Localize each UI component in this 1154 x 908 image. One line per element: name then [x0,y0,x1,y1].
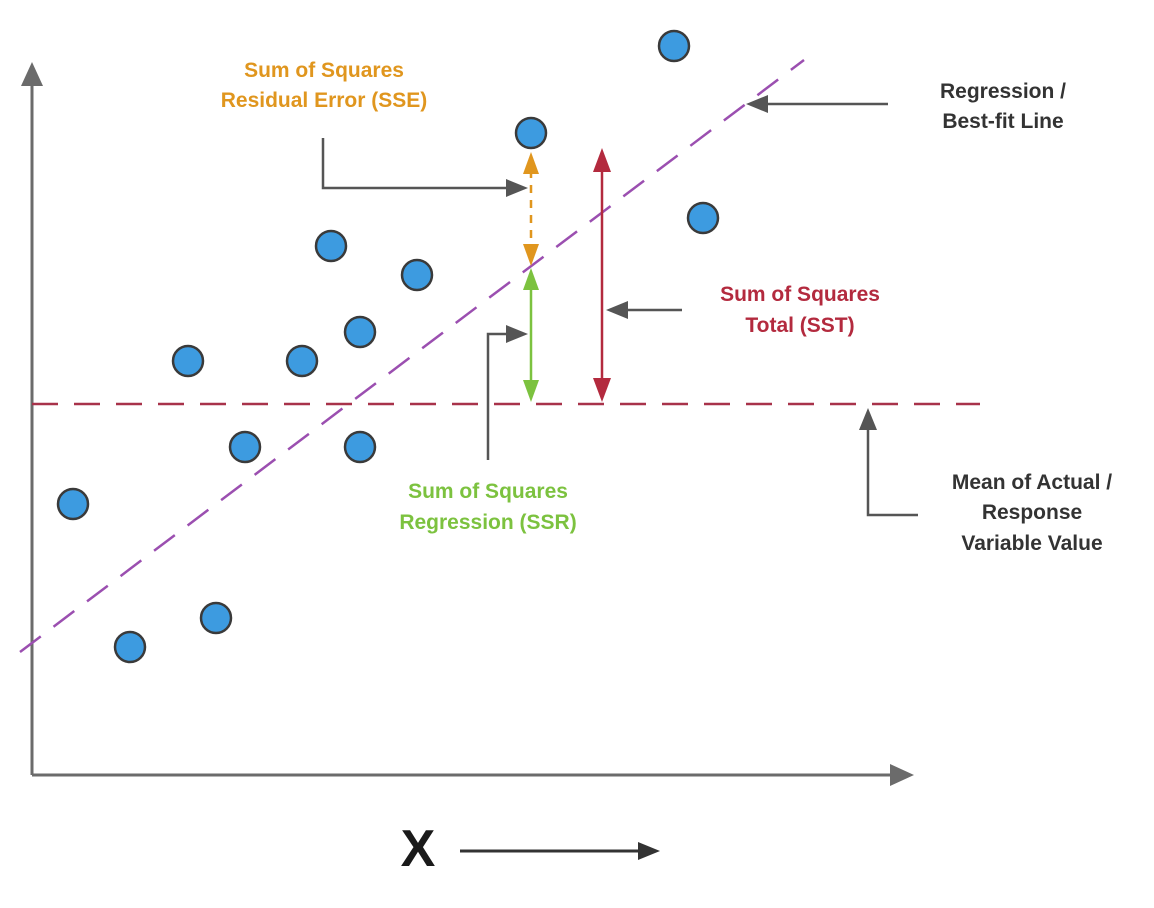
data-point [171,344,205,378]
data-point [228,430,262,464]
sse-arrow [523,152,539,266]
ssr-pointer [486,332,510,460]
ssr-label: Sum of Squares Regression (SSR) [399,480,576,534]
sse-label-line2: Residual Error (SSE) [221,89,428,112]
sse-label: Sum of Squares Residual Error (SSE) [221,59,428,112]
mean-label-line2: Response [982,501,1082,524]
mean-label: Mean of Actual / Response Variable Value [952,471,1112,555]
sst-arrow [593,148,611,402]
data-points [56,29,720,664]
data-point [514,116,548,150]
data-point [343,430,377,464]
sst-label: Sum of Squares Total (SST) [720,283,880,337]
data-point [199,601,233,635]
data-point [657,29,691,63]
mean-label-line3: Variable Value [961,532,1102,555]
data-point [343,315,377,349]
data-point [314,229,348,263]
regression-label-line1: Regression / [940,80,1066,103]
sse-label-line1: Sum of Squares [244,59,404,82]
regression-line [19,59,805,653]
ssr-arrow [523,268,539,402]
x-axis-label: X [401,820,436,878]
data-point [113,630,147,664]
data-point [686,201,720,235]
data-point [400,258,434,292]
data-point [285,344,319,378]
x-axis-arrowhead [890,764,914,786]
mean-pointer [866,428,918,517]
regression-label-line2: Best-fit Line [942,110,1063,133]
ssr-label-line2: Regression (SSR) [399,511,576,534]
right-arrow-icon [460,842,660,860]
y-axis-arrowhead [21,62,43,86]
sst-label-line1: Sum of Squares [720,283,880,306]
pointer-arrows [321,95,918,517]
mean-label-line1: Mean of Actual / [952,471,1112,494]
axes [21,62,914,786]
sst-label-line2: Total (SST) [745,314,854,337]
regression-label: Regression / Best-fit Line [940,80,1066,133]
data-point [56,487,90,521]
ssr-label-line1: Sum of Squares [408,480,568,503]
sse-pointer [321,138,510,190]
